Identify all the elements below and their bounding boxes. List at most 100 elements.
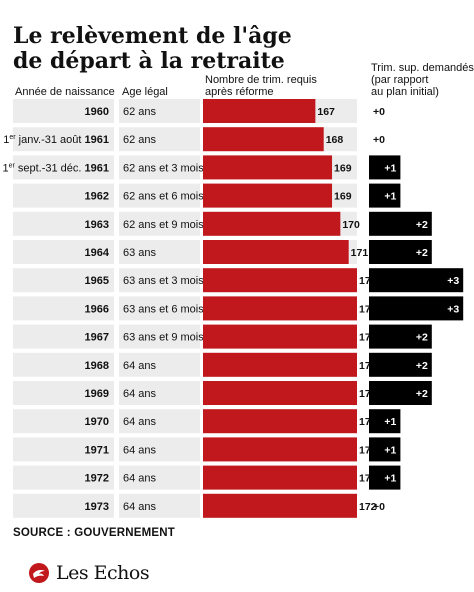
row-band-age bbox=[119, 352, 200, 377]
quarters-bar bbox=[203, 211, 341, 236]
extra-quarters-bar bbox=[369, 296, 464, 321]
extra-quarters-bar bbox=[369, 268, 464, 293]
row-band-year bbox=[13, 211, 114, 236]
birth-year-label: 1er janv.-31 août 1961 bbox=[3, 134, 109, 146]
row-band-age bbox=[119, 183, 200, 208]
birth-year-value: 1961 bbox=[85, 162, 109, 174]
legal-age-label: 62 ans et 9 mois bbox=[123, 219, 204, 231]
extra-quarters-label: +1 bbox=[384, 416, 396, 428]
quarters-bar bbox=[203, 437, 357, 462]
row-band-age bbox=[119, 409, 200, 434]
quarters-bar bbox=[203, 183, 333, 208]
quarters-bar bbox=[203, 409, 357, 434]
birth-year-label: 1970 bbox=[85, 416, 109, 428]
legal-age-label: 62 ans bbox=[123, 134, 157, 146]
extra-quarters-bar bbox=[369, 437, 401, 462]
header-line: (par rapport bbox=[371, 74, 429, 86]
legal-age-label: 62 ans et 3 mois bbox=[123, 162, 204, 174]
header-line: Trim. sup. demandés bbox=[371, 62, 474, 74]
extra-quarters-bar bbox=[369, 409, 401, 434]
header-quarters-required: Nombre de trim. requis après réforme bbox=[205, 74, 317, 98]
extra-quarters-label: +0 bbox=[373, 134, 385, 146]
row-band-age bbox=[119, 99, 200, 123]
row-band-year bbox=[13, 352, 114, 377]
row-band-age bbox=[119, 465, 200, 490]
extra-quarters-label: +1 bbox=[384, 162, 396, 174]
quarters-bar bbox=[203, 324, 357, 349]
extra-quarters-bar bbox=[369, 381, 432, 405]
extra-quarters-label: +2 bbox=[416, 247, 428, 259]
extra-quarters-label: +1 bbox=[384, 473, 396, 485]
row-band-age bbox=[119, 127, 200, 152]
birth-year-label: 1964 bbox=[85, 247, 110, 259]
extra-quarters-label: +1 bbox=[384, 444, 396, 456]
chart-title-line: Le relèvement de l'âge bbox=[13, 23, 292, 49]
birth-year-label: 1966 bbox=[85, 303, 109, 315]
extra-quarters-label: +3 bbox=[447, 275, 459, 287]
birth-year-label: 1960 bbox=[85, 106, 109, 118]
row-band-year bbox=[13, 493, 114, 518]
extra-quarters-label: +2 bbox=[416, 360, 428, 372]
extra-quarters-label: +2 bbox=[416, 219, 428, 231]
row-band-age bbox=[119, 240, 200, 264]
row-band-year bbox=[13, 381, 114, 405]
extra-quarters-bar bbox=[369, 240, 432, 264]
birth-year-prefix: 1 bbox=[3, 134, 9, 146]
row-band-year bbox=[13, 155, 114, 180]
extra-quarters-label: +1 bbox=[384, 191, 396, 203]
birth-year-prefix: 1 bbox=[2, 162, 8, 174]
birth-year-label: 1962 bbox=[85, 191, 109, 203]
quarters-value-label: 169 bbox=[334, 162, 352, 174]
header-extra-quarters: Trim. sup. demandés (par rapport au plan… bbox=[371, 62, 474, 98]
birth-year-label: 1965 bbox=[85, 275, 109, 287]
extra-quarters-label: +0 bbox=[373, 501, 385, 513]
birth-year-value: 1961 bbox=[85, 134, 109, 146]
birth-year-label: 1968 bbox=[85, 360, 109, 372]
legal-age-label: 62 ans bbox=[123, 106, 157, 118]
birth-year-label: 1973 bbox=[85, 501, 109, 513]
quarters-value-label: 168 bbox=[326, 134, 344, 146]
row-band-year bbox=[13, 409, 114, 434]
legal-age-label: 64 ans bbox=[123, 388, 157, 400]
birth-year-period: sept.-31 déc. bbox=[15, 162, 85, 174]
row-band-year bbox=[13, 240, 114, 264]
extra-quarters-label: +2 bbox=[416, 388, 428, 400]
les-echos-logo-icon bbox=[29, 563, 49, 583]
row-band-year bbox=[13, 183, 114, 208]
birth-year-label: 1969 bbox=[85, 388, 109, 400]
quarters-bar bbox=[203, 493, 357, 518]
birth-year-label: 1967 bbox=[85, 332, 109, 344]
row-band-age bbox=[119, 437, 200, 462]
header-legal-age: Age légal bbox=[122, 86, 168, 98]
chart-title: Le relèvement de l'âge de départ à la re… bbox=[13, 24, 343, 74]
extra-quarters-label: +2 bbox=[416, 332, 428, 344]
row-band-age bbox=[119, 268, 200, 293]
extra-quarters-bar bbox=[369, 465, 401, 490]
birth-year-label: 1971 bbox=[85, 444, 109, 456]
legal-age-label: 64 ans bbox=[123, 444, 157, 456]
extra-quarters-bar bbox=[369, 211, 432, 236]
header-line: au plan initial) bbox=[371, 86, 439, 98]
legal-age-label: 62 ans et 6 mois bbox=[123, 191, 204, 203]
row-band-age bbox=[119, 211, 200, 236]
header-line: après réforme bbox=[205, 86, 274, 98]
header-line: Nombre de trim. requis bbox=[205, 74, 317, 86]
quarters-bar bbox=[203, 240, 349, 264]
chart-title-line: de départ à la retraite bbox=[13, 48, 285, 74]
header-birth-year: Année de naissance bbox=[15, 86, 115, 98]
row-band-year bbox=[13, 465, 114, 490]
row-band-age bbox=[119, 381, 200, 405]
quarters-bar bbox=[203, 127, 324, 152]
quarters-bar bbox=[203, 465, 357, 490]
row-band-year bbox=[13, 324, 114, 349]
quarters-value-label: 169 bbox=[334, 191, 352, 203]
quarters-bar bbox=[203, 352, 357, 377]
quarters-bar bbox=[203, 296, 357, 321]
birth-year-superscript: er bbox=[9, 162, 16, 169]
quarters-value-label: 167 bbox=[317, 106, 335, 118]
legal-age-label: 64 ans bbox=[123, 360, 157, 372]
extra-quarters-bar bbox=[369, 324, 432, 349]
quarters-bar bbox=[203, 381, 357, 405]
legal-age-label: 63 ans bbox=[123, 247, 157, 259]
